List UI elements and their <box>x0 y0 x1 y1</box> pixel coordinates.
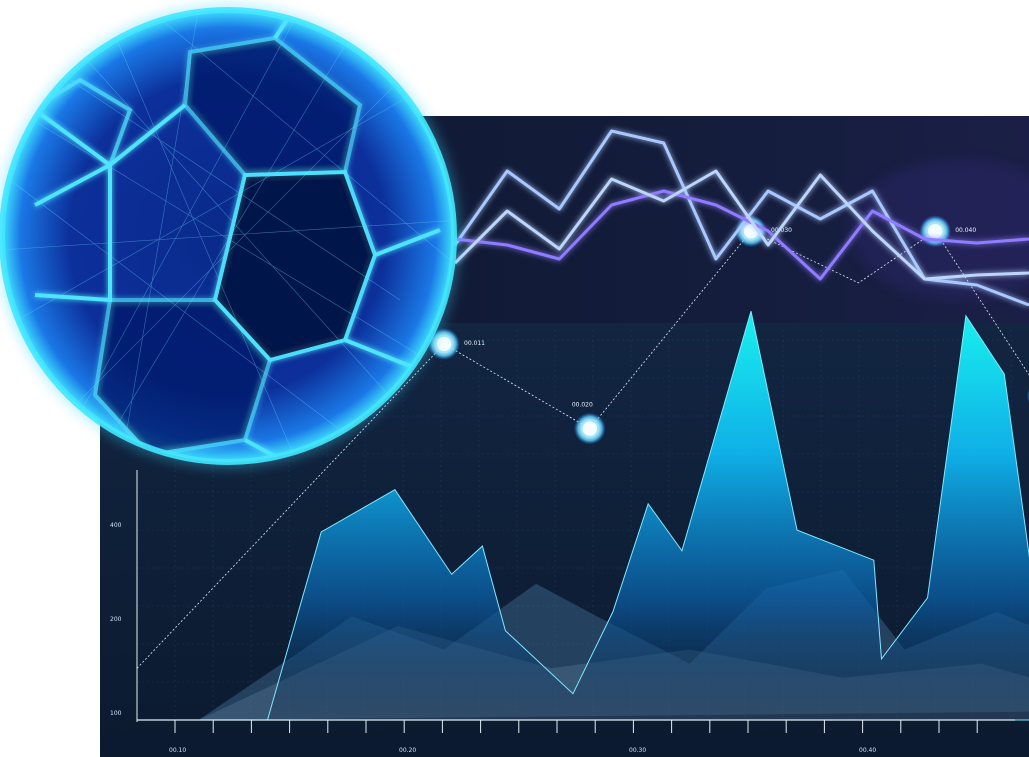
y-tick-labels: 100 200 400 <box>110 522 122 717</box>
marker-label: 00.020 <box>572 402 593 409</box>
y-tick-label: 400 <box>110 522 122 529</box>
y-tick-label: 200 <box>110 616 122 623</box>
x-tick-label: 00.40 <box>859 747 876 754</box>
dotted-trend-line <box>136 230 1029 669</box>
marker: 00.020 <box>572 402 606 445</box>
top-line-a <box>453 129 1029 307</box>
top-glow-lines <box>453 129 1029 307</box>
marker-label: 00.030 <box>771 227 792 234</box>
top-line-c <box>453 169 1029 281</box>
marker-label: 00.040 <box>955 227 976 234</box>
marker-dot <box>581 419 599 438</box>
x-tick-label: 00.30 <box>629 747 646 754</box>
top-line-b <box>454 189 1029 281</box>
marker: 00.050 <box>1026 387 1029 405</box>
x-tick-label: 00.20 <box>399 747 416 754</box>
x-tick-labels: 00.10 00.20 00.30 00.40 <box>169 747 876 754</box>
marker-dot <box>435 335 453 353</box>
marker-label: 00.011 <box>464 340 485 347</box>
main-area <box>266 310 1029 721</box>
marker-dot <box>926 222 944 240</box>
soccer-ball-icon <box>0 4 460 468</box>
marker-glow <box>1026 387 1029 405</box>
y-tick-label: 100 <box>110 710 122 717</box>
x-tick-label: 00.10 <box>169 747 186 754</box>
x-tick-marks <box>174 720 978 733</box>
